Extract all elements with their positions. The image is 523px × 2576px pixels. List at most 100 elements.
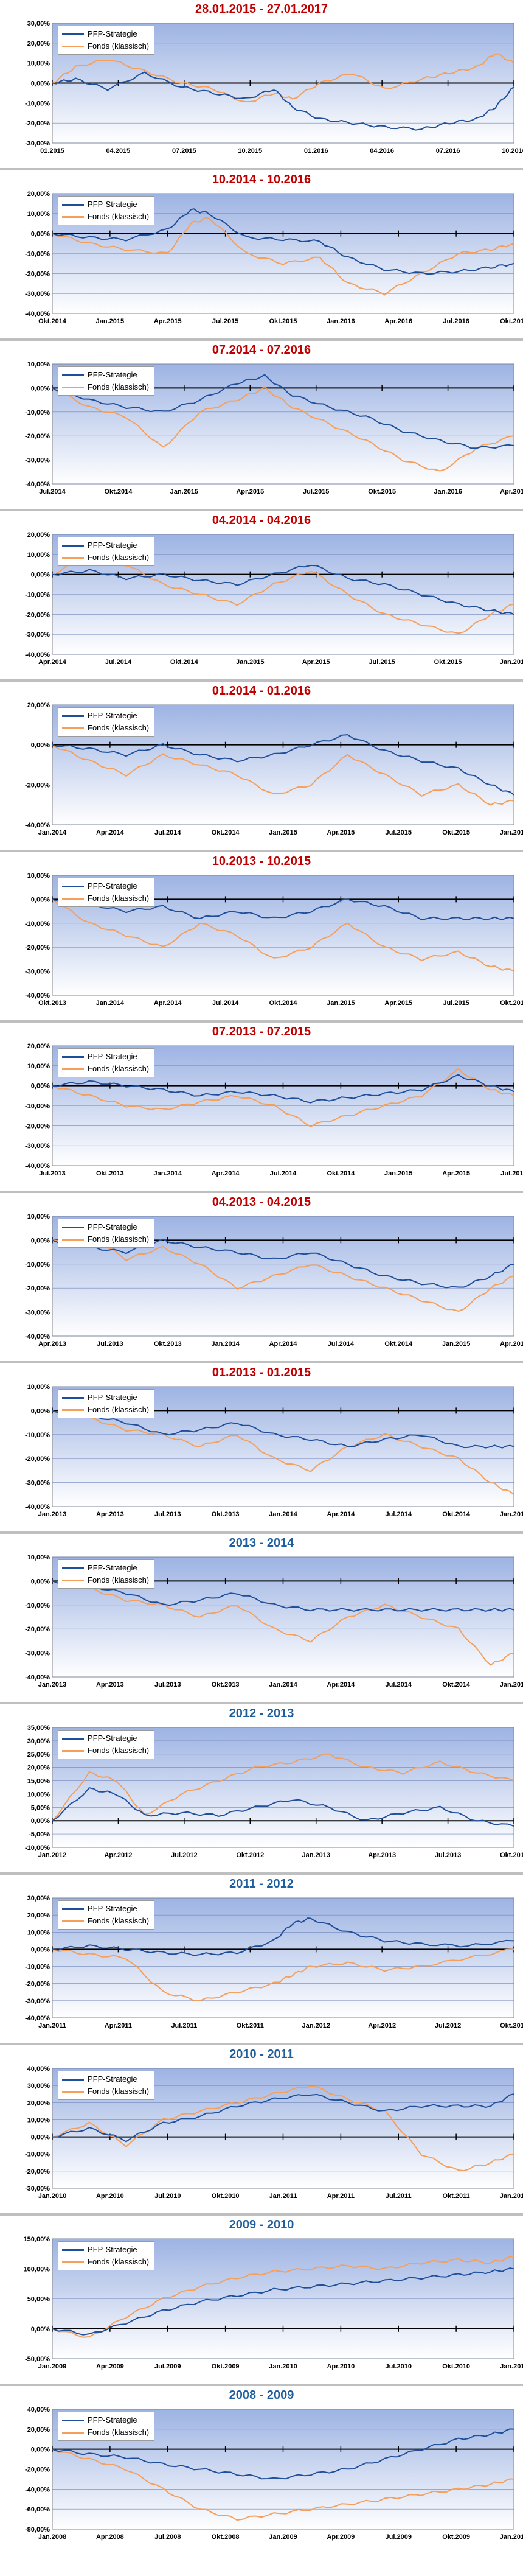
x-tick-label: Apr.2015 [236, 488, 264, 495]
series-line-strategy [52, 1410, 514, 1449]
series-line-strategy [52, 1238, 514, 1289]
series-line-fund [52, 1580, 514, 1666]
legend-swatch [62, 885, 84, 887]
y-tick-label: -10,00% [25, 251, 50, 258]
legend: PFP-Strategie Fonds (klassisch) [58, 26, 155, 55]
y-tick-label: 0,00% [31, 80, 50, 88]
x-tick-label: Apr.2015 [327, 829, 355, 836]
x-tick-label: Jul.2015 [369, 659, 395, 666]
chart-title: 10.2013 - 10.2015 [212, 855, 311, 868]
y-tick-label: 10,00% [27, 361, 50, 368]
y-tick-label: 15,00% [27, 1778, 50, 1785]
x-tick-label: Okt.2013 [212, 1511, 240, 1518]
x-tick-label: Jul.2014 [328, 1340, 355, 1348]
legend-label: Fonds (klassisch) [88, 553, 150, 562]
legend-strategy: PFP-Strategie [62, 2414, 149, 2426]
legend-fund: Fonds (klassisch) [62, 1745, 149, 1757]
chart-title: 01.2014 - 01.2016 [212, 684, 311, 698]
y-tick-label: 10,00% [27, 872, 50, 880]
y-tick-label: -20,00% [25, 944, 50, 951]
legend: PFP-Strategie Fonds (klassisch) [58, 1559, 155, 1589]
panel-separator [0, 679, 523, 682]
y-tick-label: 10,00% [27, 1791, 50, 1798]
x-tick-label: Jan.2014 [154, 1170, 182, 1177]
x-tick-label: Jul.2013 [154, 1511, 181, 1518]
x-tick-label: Jan.2013 [38, 1511, 66, 1518]
y-tick-label: 0,00% [31, 1083, 50, 1090]
x-tick-label: Apr.2009 [327, 2533, 355, 2541]
y-tick-label: 20,00% [27, 702, 50, 709]
x-tick-label: Okt.2008 [212, 2533, 240, 2541]
legend-swatch [62, 1238, 84, 1241]
x-tick-label: Jan.2012 [38, 1852, 66, 1859]
y-tick-label: 0,00% [31, 385, 50, 392]
x-tick-label: 10.2015 [238, 147, 262, 155]
y-tick-label: -40,00% [25, 651, 50, 659]
legend-label: PFP-Strategie [88, 2074, 137, 2084]
y-tick-label: -20,00% [25, 611, 50, 618]
chart-title: 07.2014 - 07.2016 [212, 343, 311, 357]
y-tick-label: 40,00% [27, 2406, 50, 2413]
y-tick-label: -30,00% [25, 140, 50, 147]
y-tick-label: -60,00% [25, 2506, 50, 2513]
y-tick-label: -20,00% [25, 1981, 50, 1988]
y-tick-label: 0,00% [31, 572, 50, 579]
legend: PFP-Strategie Fonds (klassisch) [58, 1048, 155, 1077]
series-line-fund [52, 744, 514, 806]
x-tick-label: 07.2016 [436, 147, 460, 155]
x-tick-label: Apr.2015 [500, 1340, 523, 1348]
x-tick-label: Apr.2010 [327, 2363, 355, 2370]
x-tick-label: Jul.2015 [212, 318, 238, 325]
legend-strategy: PFP-Strategie [62, 539, 149, 551]
x-tick-label: Jan.2013 [38, 1681, 66, 1689]
legend-label: PFP-Strategie [88, 881, 137, 891]
x-tick-label: Okt.2015 [500, 999, 523, 1007]
y-tick-label: 30,00% [27, 1738, 50, 1745]
legend-strategy: PFP-Strategie [62, 1051, 149, 1063]
x-tick-label: Okt.2014 [327, 1170, 355, 1177]
x-tick-label: Apr.2013 [368, 1852, 396, 1859]
legend: PFP-Strategie Fonds (klassisch) [58, 537, 155, 566]
y-tick-label: 35,00% [27, 1724, 50, 1732]
y-tick-label: -30,00% [25, 1650, 50, 1657]
legend: PFP-Strategie Fonds (klassisch) [58, 1900, 155, 1930]
legend-label: PFP-Strategie [88, 541, 137, 550]
chart-panel: 10.2013 - 10.2015 10,00% 0,00% -10,00% -20,0… [0, 852, 523, 1020]
y-tick-label: 0,00% [31, 896, 50, 903]
y-tick-label: -20,00% [25, 120, 50, 127]
x-tick-label: Okt.2012 [236, 1852, 264, 1859]
legend: PFP-Strategie Fonds (klassisch) [58, 2412, 155, 2441]
series-line-fund [52, 898, 514, 972]
legend-label: PFP-Strategie [88, 1052, 137, 1061]
series-line-strategy [52, 1787, 514, 1827]
panel-separator [0, 1702, 523, 1704]
x-tick-label: 04.2016 [370, 147, 394, 155]
legend-swatch [62, 1749, 84, 1752]
line-chart: 20,00% 0,00% -20,00% -40,00%Jan.2014 Apr.201… [25, 702, 523, 836]
chart-panel: 04.2013 - 04.2015 10,00% 0,00% -10,00% -20,0… [0, 1193, 523, 1361]
y-tick-label: 10,00% [27, 1554, 50, 1561]
x-tick-label: Jan.2015 [236, 659, 264, 666]
x-tick-label: Jul.2011 [386, 2193, 412, 2200]
line-chart: 40,00% 20,00% 0,00% -20,00% -40,00% -60,00% -8… [25, 2406, 523, 2541]
chart-title: 2009 - 2010 [229, 2218, 294, 2231]
legend-fund: Fonds (klassisch) [62, 1915, 149, 1927]
series-line-strategy [52, 71, 514, 131]
x-tick-label: Okt.2010 [212, 2193, 240, 2200]
y-tick-label: 0,00% [31, 2134, 50, 2141]
x-tick-label: Jul.2014 [386, 1511, 412, 1518]
x-tick-label: Jan.2011 [500, 2363, 523, 2370]
y-tick-label: 0,00% [31, 2326, 50, 2333]
panel-separator [0, 509, 523, 511]
x-tick-label: Jul.2014 [270, 1170, 297, 1177]
x-tick-label: Jan.2014 [269, 1681, 297, 1689]
y-tick-label: -20,00% [25, 270, 50, 278]
x-tick-label: Jul.2011 [171, 2022, 197, 2029]
legend-strategy: PFP-Strategie [62, 28, 149, 40]
x-tick-label: Jul.2015 [500, 1170, 523, 1177]
x-tick-label: Jan.2016 [327, 318, 355, 325]
legend-swatch [62, 727, 84, 729]
y-tick-label: -30,00% [25, 1143, 50, 1150]
chart-title: 2008 - 2009 [229, 2389, 294, 2402]
x-tick-label: Okt.2014 [269, 999, 298, 1007]
